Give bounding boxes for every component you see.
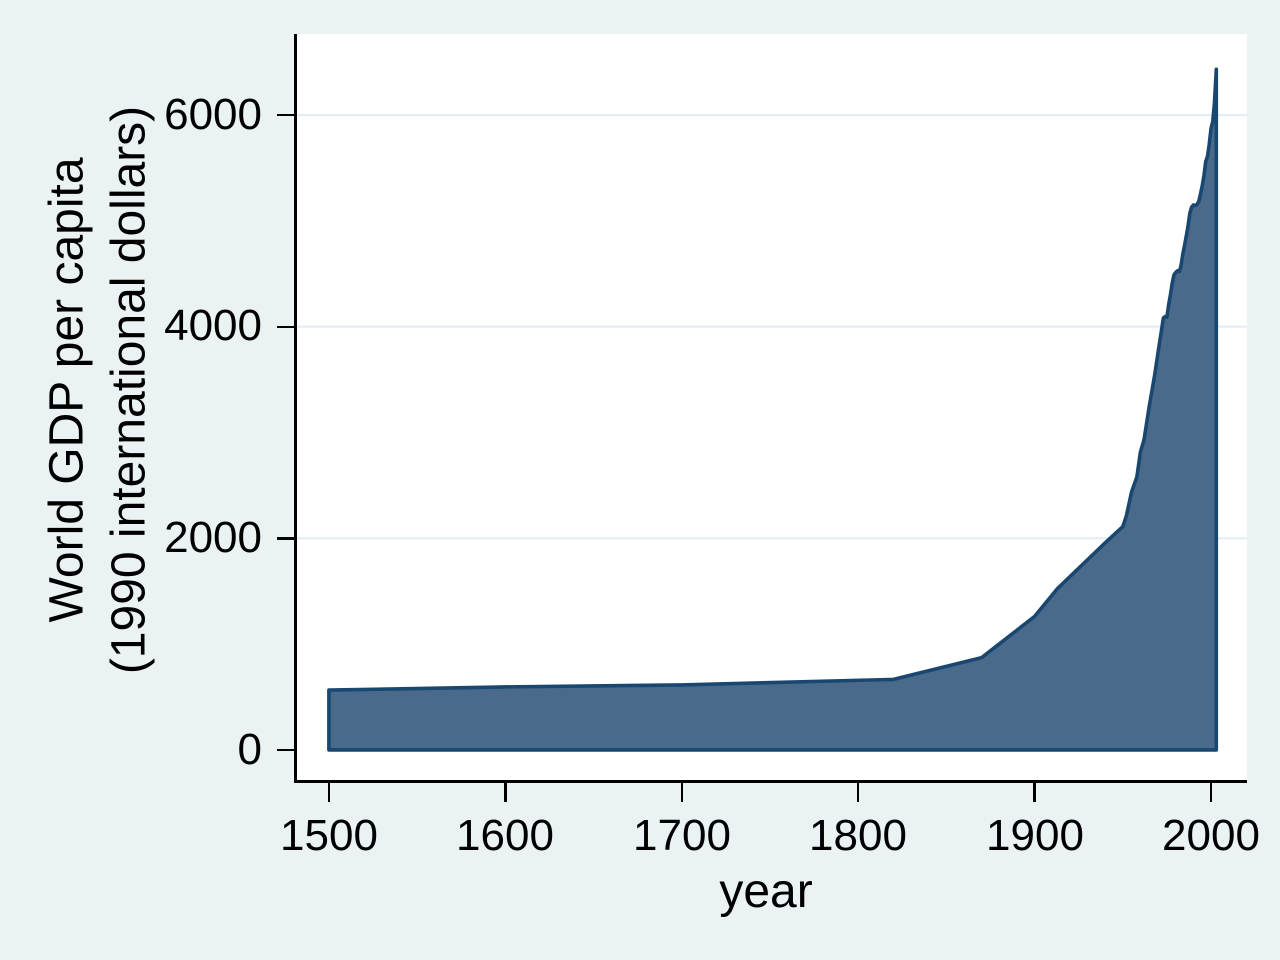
y-tick-label: 2000: [164, 513, 262, 562]
x-axis-title: year: [719, 865, 813, 918]
y-axis-title-line2: (1990 international dollars): [103, 105, 156, 675]
y-axis-title-line1: World GDP per capita: [40, 157, 94, 623]
y-tick-0: [277, 748, 297, 752]
x-tick-1500: [327, 782, 331, 802]
area-chart-svg: [297, 67, 1247, 752]
x-tick-label: 1500: [280, 811, 378, 860]
y-tick-label: 4000: [164, 301, 262, 350]
y-tick-6000: [277, 113, 297, 117]
x-tick-label: 1800: [809, 811, 907, 860]
y-tick-4000: [277, 325, 297, 329]
y-tick-label: 6000: [164, 90, 262, 139]
x-tick-label: 2000: [1162, 811, 1260, 860]
x-axis-line: [294, 780, 1247, 783]
plot-area: [297, 34, 1247, 780]
x-tick-1800: [856, 782, 860, 802]
x-tick-label: 1700: [633, 811, 731, 860]
y-tick-2000: [277, 537, 297, 540]
y-tick-label: 0: [237, 725, 262, 774]
x-tick-label: 1600: [456, 811, 554, 860]
x-tick-1900: [1033, 782, 1036, 802]
gdp-area-series: [327, 67, 1219, 752]
y-axis-title: World GDP per capita (1990 international…: [37, 106, 162, 674]
x-tick-2000: [1209, 782, 1213, 802]
x-tick-1600: [504, 782, 507, 802]
y-axis-line: [294, 34, 297, 783]
x-tick-1700: [680, 782, 684, 802]
x-tick-label: 1900: [986, 811, 1084, 860]
